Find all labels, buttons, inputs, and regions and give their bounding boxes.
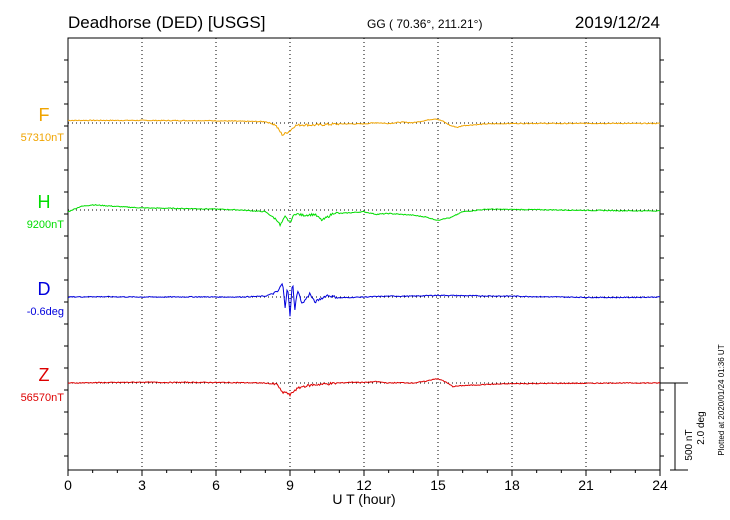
series-name-d: D xyxy=(38,279,51,299)
x-tick-label-9: 9 xyxy=(286,477,294,493)
series-name-f: F xyxy=(39,105,50,125)
x-tick-label-12: 12 xyxy=(356,477,372,493)
series-line-z xyxy=(67,378,661,398)
trace-layer xyxy=(67,118,661,398)
x-tick-label-24: 24 xyxy=(652,477,668,493)
x-tick-label-3: 3 xyxy=(138,477,146,493)
x-tick-label-6: 6 xyxy=(212,477,220,493)
x-tick-label-15: 15 xyxy=(430,477,446,493)
series-baseline-z: 56570nT xyxy=(21,392,65,404)
x-tick-label-21: 21 xyxy=(578,477,594,493)
series-baseline-d: -0.6deg xyxy=(27,306,64,318)
series-baseline-f: 57310nT xyxy=(21,132,65,144)
series-line-h xyxy=(67,204,660,228)
tick-layer: 0 3 6 9 12 15 18 21 24 xyxy=(64,59,668,493)
x-axis-title: U T (hour) xyxy=(332,491,395,507)
x-tick-label-0: 0 xyxy=(64,477,72,493)
plotted-note: Plotted at 2020/01/24 01:36 UT xyxy=(717,344,726,455)
series-baseline-h: 9200nT xyxy=(27,219,65,231)
station-title: Deadhorse (DED) [USGS] xyxy=(68,13,265,32)
scale-label-nt: 500 nT xyxy=(684,429,695,460)
scale-label-deg: 2.0 deg xyxy=(696,411,707,444)
grid-layer xyxy=(141,38,587,470)
scale-bar xyxy=(660,382,688,471)
series-line-d xyxy=(68,282,660,317)
series-name-z: Z xyxy=(39,365,50,385)
coordinates-label: GG ( 70.36°, 211.21°) xyxy=(367,17,482,31)
component-label-layer: F 57310nT H 9200nT D -0.6deg Z 56570nT xyxy=(21,105,65,404)
series-name-h: H xyxy=(38,192,51,212)
date-label: 2019/12/24 xyxy=(575,13,660,32)
series-line-f xyxy=(67,118,661,136)
x-tick-label-18: 18 xyxy=(504,477,520,493)
